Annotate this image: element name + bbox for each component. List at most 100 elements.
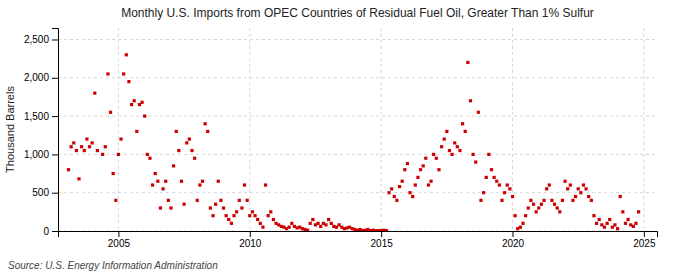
point [464,130,467,133]
tick-mark [118,231,119,237]
point [125,53,128,56]
point [542,199,545,202]
point [104,145,107,148]
point [164,180,167,183]
point [243,183,246,186]
tick-mark [52,231,58,232]
tick: 1,500 [24,111,58,122]
point [411,195,414,198]
point [117,153,120,156]
point [563,180,566,183]
point [154,172,157,175]
point [385,229,388,231]
point [521,222,524,225]
point [637,210,640,213]
point [93,92,96,95]
tick-mark [52,116,58,117]
point [306,229,309,231]
x-axis: 20052010201520202025 [59,231,658,249]
point [422,164,425,167]
point [91,141,94,144]
point [445,130,448,133]
tick: 2020 [502,231,525,249]
tick-mark [250,231,251,237]
tick-mark [381,231,382,237]
axis-line [52,29,59,232]
y-axis: 05001,0001,5002,0002,500 [24,29,59,237]
title: Monthly U.S. Imports from OPEC Countries… [121,6,594,20]
tick: 2025 [633,231,656,249]
point [613,223,616,226]
point [466,61,469,64]
point [159,206,162,209]
tick-label: 0 [43,226,49,237]
point [485,176,488,179]
point [616,227,619,230]
point [450,153,453,156]
grid-line [58,116,657,117]
point [83,149,86,152]
point [624,222,627,225]
point [619,195,622,198]
point [524,214,527,217]
point [151,183,154,186]
tick: 1,000 [24,149,58,160]
point [232,214,235,217]
point [185,141,188,144]
point [595,222,598,225]
point [214,203,217,206]
point [500,199,503,202]
point [70,145,73,148]
point [309,222,312,225]
point [206,130,209,133]
tick-label: 1,000 [24,149,49,160]
point [133,99,136,102]
point [167,199,170,202]
point [188,137,191,140]
point [219,199,222,202]
point [327,218,330,221]
tick-label: 500 [32,187,49,198]
point [558,210,561,213]
point [561,199,564,202]
point [204,122,207,125]
tick-mark [513,231,514,237]
grid-line [381,28,382,231]
point [506,183,509,186]
tick-label: 2025 [633,238,656,249]
y-axis-title: Thousand Barrels [4,86,16,173]
point [209,206,212,209]
point [96,149,99,152]
point [193,157,196,160]
point [127,80,130,83]
point [487,153,490,156]
point [592,214,595,217]
axis-line [59,232,658,238]
point [461,122,464,125]
tick-mark [52,193,58,194]
point [605,222,608,225]
point [403,168,406,171]
point [101,153,104,156]
point [429,180,432,183]
chart: 2005201020152020202505001,0001,5002,0002… [0,0,675,275]
point [72,141,75,144]
point [548,183,551,186]
grid-line [512,28,513,231]
annotation: Source: U.S. Energy Information Administ… [8,260,218,271]
point [235,210,238,213]
point [198,183,201,186]
point [390,187,393,190]
point [169,206,172,209]
point [156,180,159,183]
point [471,153,474,156]
point [416,176,419,179]
tick: 2,500 [24,34,58,45]
point [77,177,80,180]
point [75,149,78,152]
point [582,183,585,186]
point [316,222,319,225]
point [109,111,112,114]
point [432,153,435,156]
point [130,103,133,106]
